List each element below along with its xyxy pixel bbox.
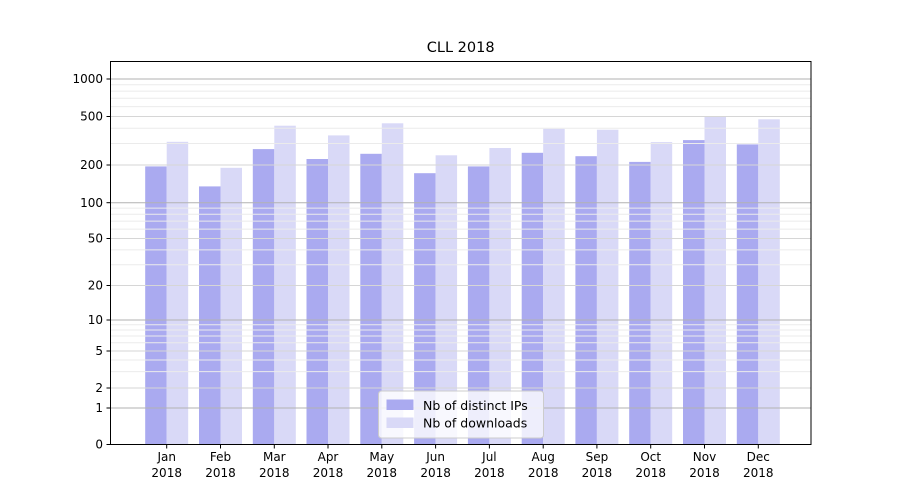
x-tick-label-month: Jul [481,450,496,464]
x-tick-label-year: 2018 [367,466,398,480]
legend: Nb of distinct IPs Nb of downloads [378,390,544,439]
x-tick-label-month: Oct [640,450,661,464]
x-tick-label-month: Aug [531,450,554,464]
x-tick-label-year: 2018 [313,466,344,480]
x-tick-label-year: 2018 [582,466,613,480]
bar-downloads [328,135,350,445]
y-tick-label: 2 [95,381,103,395]
bar-distinct-ips [683,140,705,445]
y-tick-label: 50 [88,232,103,246]
bar-distinct-ips [736,144,759,445]
x-tick-label-year: 2018 [474,466,505,480]
x-tick-label-month: Nov [693,450,716,464]
x-tick-label-month: Feb [210,450,231,464]
y-tick-label: 1000 [72,72,103,86]
x-tick-label-year: 2018 [151,466,182,480]
bar-distinct-ips [575,156,597,445]
x-tick-label-month: Dec [747,450,770,464]
legend-label-downloads: Nb of downloads [423,416,527,431]
legend-swatch-distinct-ips [386,399,414,410]
x-tick-label-month: Jun [425,450,445,464]
bar-downloads [650,142,673,445]
y-tick-label: 5 [95,344,103,358]
x-tick-label-year: 2018 [259,466,290,480]
legend-label-distinct-ips: Nb of distinct IPs [423,398,528,413]
bar-downloads [704,117,726,445]
bar-downloads [381,123,404,445]
bar-downloads [220,167,242,445]
bar-distinct-ips [414,173,436,445]
bar-distinct-ips [629,161,651,445]
y-tick-label: 500 [80,110,103,124]
axes-layer: 10005002001005020105210Jan2018Feb2018Mar… [72,72,773,480]
x-tick-label-year: 2018 [205,466,236,480]
gridlines-layer [110,78,811,409]
x-tick-label-month: Jan [156,450,176,464]
chart-title: CLL 2018 [427,40,495,56]
x-tick-label-month: Sep [586,450,609,464]
bar-downloads [435,155,458,445]
legend-swatch-downloads [386,417,414,428]
x-tick-label-year: 2018 [420,466,451,480]
plot-border [110,61,812,445]
bar-distinct-ips [252,149,275,445]
y-tick-label: 0 [95,438,103,452]
y-tick-label: 20 [88,279,103,293]
bar-downloads [543,128,565,445]
x-tick-label-month: May [369,450,394,464]
x-tick-label-month: Apr [318,450,339,464]
bar-downloads [596,129,619,445]
bar-downloads [758,119,780,445]
bar-distinct-ips [467,166,490,445]
x-tick-label-year: 2018 [689,466,720,480]
bar-distinct-ips [199,186,221,445]
y-tick-label: 1 [95,401,103,415]
bar-downloads [489,148,511,445]
x-tick-label-year: 2018 [635,466,666,480]
x-tick-label-month: Mar [263,450,286,464]
x-tick-label-year: 2018 [743,466,774,480]
bar-distinct-ips [145,166,167,445]
legend-frame [378,390,544,439]
y-tick-label: 100 [80,196,103,210]
x-tick-label-year: 2018 [528,466,559,480]
bar-distinct-ips [306,159,328,445]
bar-downloads [166,141,189,445]
y-tick-label: 10 [88,313,103,327]
y-tick-label: 200 [80,158,103,172]
